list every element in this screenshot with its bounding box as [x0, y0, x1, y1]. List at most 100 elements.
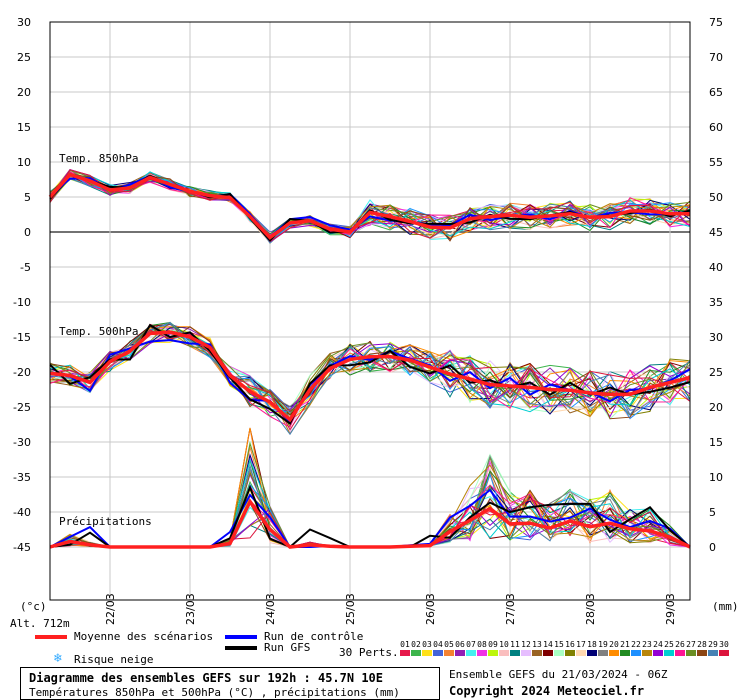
- perturbation-number: 24: [653, 640, 663, 649]
- right-tick-label: 30: [709, 331, 723, 344]
- perturbation-swatch: [510, 650, 520, 656]
- member-line-t500: [49, 337, 691, 424]
- perturbation-swatch: [686, 650, 696, 656]
- date-tick-label: 25/03: [344, 593, 357, 625]
- perturbation-swatch: [433, 650, 443, 656]
- perturbation-swatch: [598, 650, 608, 656]
- perturbation-swatch: [653, 650, 663, 656]
- perturbation-swatch: [521, 650, 531, 656]
- mean-line-t500: [49, 330, 691, 423]
- perturbation-number: 15: [554, 640, 564, 649]
- perturbation-number: 04: [433, 640, 443, 649]
- perturbation-number: 25: [664, 640, 674, 649]
- left-tick-label: 10: [17, 156, 31, 169]
- date-tick-label: 28/03: [584, 593, 597, 625]
- date-tick-label: 29/03: [664, 593, 677, 625]
- date-tick-label: 22/03: [104, 593, 117, 625]
- perturbation-number: 02: [411, 640, 421, 649]
- perturbation-swatch: [631, 650, 641, 656]
- left-tick-label: 30: [17, 16, 31, 29]
- member-line-t500: [49, 324, 691, 434]
- perturbation-number: 11: [510, 640, 520, 649]
- perturbation-number: 20: [609, 640, 619, 649]
- legend-gfs-swatch: [225, 646, 257, 650]
- perturbation-number: 19: [598, 640, 608, 649]
- perturbation-swatch: [565, 650, 575, 656]
- perturbation-swatch: [532, 650, 542, 656]
- right-tick-label: 10: [709, 471, 723, 484]
- right-tick-label: 25: [709, 366, 723, 379]
- left-tick-label: 0: [24, 226, 31, 239]
- right-unit-label: (mm): [712, 600, 739, 613]
- perturbation-number: 12: [521, 640, 531, 649]
- perturbation-swatch: [554, 650, 564, 656]
- perturbation-swatch: [697, 650, 707, 656]
- title-box: Diagramme des ensembles GEFS sur 192h : …: [20, 667, 440, 700]
- left-tick-label: -20: [13, 366, 31, 379]
- perturbation-swatch: [400, 650, 410, 656]
- right-tick-label: 70: [709, 51, 723, 64]
- date-tick-label: 23/03: [184, 593, 197, 625]
- right-tick-label: 65: [709, 86, 723, 99]
- perturbation-number: 10: [499, 640, 509, 649]
- perturbation-swatch: [411, 650, 421, 656]
- perturbation-number: 30: [719, 640, 729, 649]
- perturbation-number: 07: [466, 640, 476, 649]
- panel-label-t850: Temp. 850hPa: [59, 152, 138, 165]
- left-unit-label: (°c): [20, 600, 47, 613]
- date-tick-label: 24/03: [264, 593, 277, 625]
- perturbation-swatch: [719, 650, 729, 656]
- date-tick-label: 26/03: [424, 593, 437, 625]
- perturbation-swatch: [466, 650, 476, 656]
- panel-label-t500: Temp. 500hPa: [59, 325, 138, 338]
- left-tick-label: -40: [13, 506, 31, 519]
- perturbation-swatch: [642, 650, 652, 656]
- left-tick-label: -45: [13, 541, 31, 554]
- perturbation-number: 18: [587, 640, 597, 649]
- right-tick-label: 35: [709, 296, 723, 309]
- snowflake-icon: ❄: [54, 651, 62, 666]
- left-tick-label: 5: [24, 191, 31, 204]
- legend-perts-label: 30 Perts.: [339, 646, 399, 659]
- perturbation-number: 14: [543, 640, 553, 649]
- right-tick-label: 40: [709, 261, 723, 274]
- right-tick-label: 0: [709, 541, 716, 554]
- perturbation-swatch: [455, 650, 465, 656]
- chart-subtitle: Températures 850hPa et 500hPa (°C) , pré…: [29, 686, 400, 699]
- copyright: Copyright 2024 Meteociel.fr: [449, 684, 645, 698]
- member-line-t500: [49, 321, 691, 416]
- perturbation-number: 06: [455, 640, 465, 649]
- perturbation-swatch: [422, 650, 432, 656]
- left-tick-label: -25: [13, 401, 31, 414]
- left-tick-label: 25: [17, 51, 31, 64]
- left-tick-label: -35: [13, 471, 31, 484]
- perturbation-number: 16: [565, 640, 575, 649]
- perturbation-number: 01: [400, 640, 410, 649]
- member-line-t500: [49, 323, 691, 421]
- perturbation-swatch: [499, 650, 509, 656]
- date-tick-label: 27/03: [504, 593, 517, 625]
- member-line-t850: [49, 171, 691, 237]
- perturbation-swatch: [444, 650, 454, 656]
- perturbation-number: 09: [488, 640, 498, 649]
- perturbation-number: 29: [708, 640, 718, 649]
- perturbation-number: 23: [642, 640, 652, 649]
- perturbation-swatch: [675, 650, 685, 656]
- perturbation-swatch: [664, 650, 674, 656]
- panel-label-precip: Précipitations: [59, 515, 152, 528]
- perturbation-number: 21: [620, 640, 630, 649]
- left-tick-label: -30: [13, 436, 31, 449]
- chart-title: Diagramme des ensembles GEFS sur 192h : …: [29, 671, 384, 685]
- right-tick-label: 75: [709, 16, 723, 29]
- main-series: [48, 172, 691, 549]
- legend-mean-label: Moyenne des scénarios: [74, 630, 214, 643]
- legend-control-swatch: [225, 635, 257, 639]
- right-tick-label: 20: [709, 401, 723, 414]
- right-tick-label: 5: [709, 506, 716, 519]
- perturbation-swatch: [543, 650, 553, 656]
- left-tick-label: -5: [20, 261, 31, 274]
- legend-control-label: Run de contrôle: [264, 630, 364, 643]
- perturbation-number: 13: [532, 640, 542, 649]
- perturbation-number: 03: [422, 640, 432, 649]
- left-tick-label: -10: [13, 296, 31, 309]
